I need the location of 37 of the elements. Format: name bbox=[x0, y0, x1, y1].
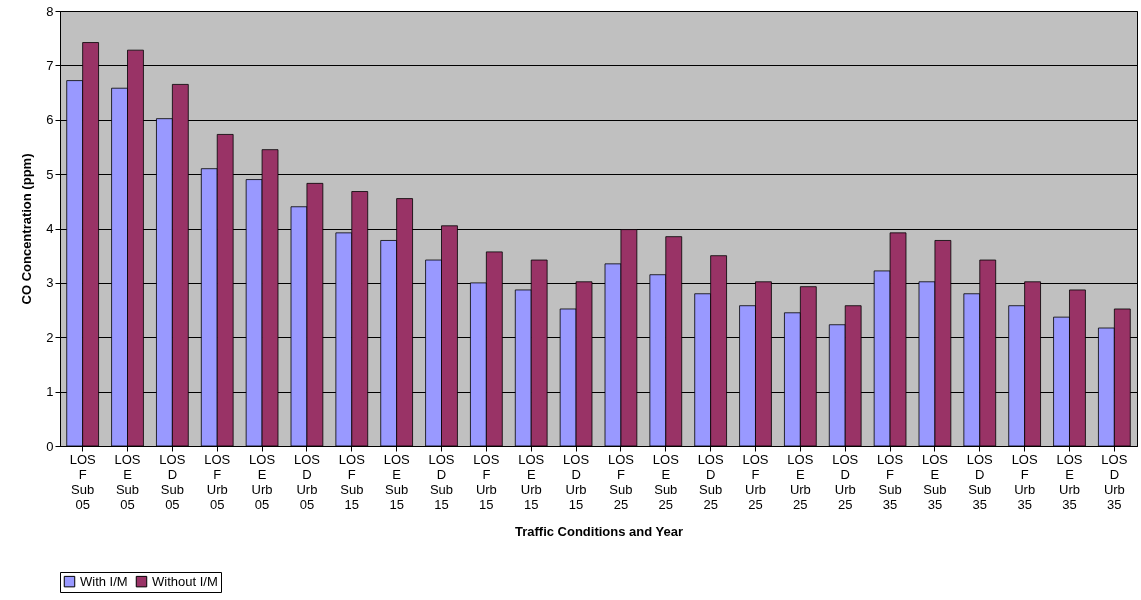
y-tick-label: 0 bbox=[46, 438, 54, 454]
x-tick-label: LOS D Urb 25 bbox=[832, 451, 859, 512]
x-tick-label: LOS F Urb 35 bbox=[1011, 451, 1038, 512]
x-axis-title: Traffic Conditions and Year bbox=[514, 523, 684, 539]
x-tick-label: LOS F Urb 05 bbox=[204, 451, 231, 512]
y-tick-label: 7 bbox=[46, 57, 54, 73]
x-tick-label: LOS F Sub 25 bbox=[607, 451, 635, 512]
x-tick-label: LOS D Urb 35 bbox=[1101, 451, 1128, 512]
x-tick-label: LOS D Sub 15 bbox=[428, 451, 455, 512]
x-tick-label: LOS E Sub 35 bbox=[921, 451, 949, 512]
x-tick-label: LOS E Sub 15 bbox=[383, 451, 410, 512]
y-tick-label: 1 bbox=[46, 384, 54, 400]
x-tick-label: LOS F Sub 35 bbox=[877, 451, 904, 512]
x-tick-label: LOS E Urb 25 bbox=[787, 451, 814, 512]
x-tick-label: LOS F Sub 05 bbox=[69, 451, 96, 512]
x-tick-label: LOS D Urb 05 bbox=[293, 451, 321, 512]
y-axis-title: CO Concentration (ppm) bbox=[19, 153, 35, 305]
y-tick-label: 5 bbox=[46, 166, 54, 182]
x-tick-label: LOS D Sub 05 bbox=[159, 451, 186, 512]
y-tick-label: 3 bbox=[46, 275, 54, 291]
legend-label: Without I/M bbox=[152, 573, 218, 589]
x-tick-label: LOS E Urb 35 bbox=[1056, 451, 1083, 512]
x-tick-label: LOS D Sub 25 bbox=[697, 451, 724, 512]
y-tick-label: 4 bbox=[46, 221, 54, 236]
y-tick-label: 2 bbox=[46, 329, 54, 345]
x-tick-label: LOS E Urb 15 bbox=[518, 451, 545, 512]
x-tick-label: LOS D Sub 35 bbox=[966, 451, 994, 512]
y-tick-label: 6 bbox=[46, 112, 54, 128]
x-tick-label: LOS E Sub 25 bbox=[652, 451, 680, 512]
x-tick-label: LOS E Sub 05 bbox=[114, 451, 141, 512]
x-tick-label: LOS F Urb 25 bbox=[742, 451, 769, 512]
x-tick-label: LOS F Sub 15 bbox=[338, 451, 366, 512]
legend-label: With I/M bbox=[80, 573, 128, 589]
x-tick-label: LOS F Urb 15 bbox=[473, 451, 500, 512]
x-tick-label: LOS E Urb 05 bbox=[249, 451, 276, 512]
y-tick-label: 8 bbox=[46, 3, 54, 19]
x-tick-label: LOS D Urb 15 bbox=[563, 451, 590, 512]
